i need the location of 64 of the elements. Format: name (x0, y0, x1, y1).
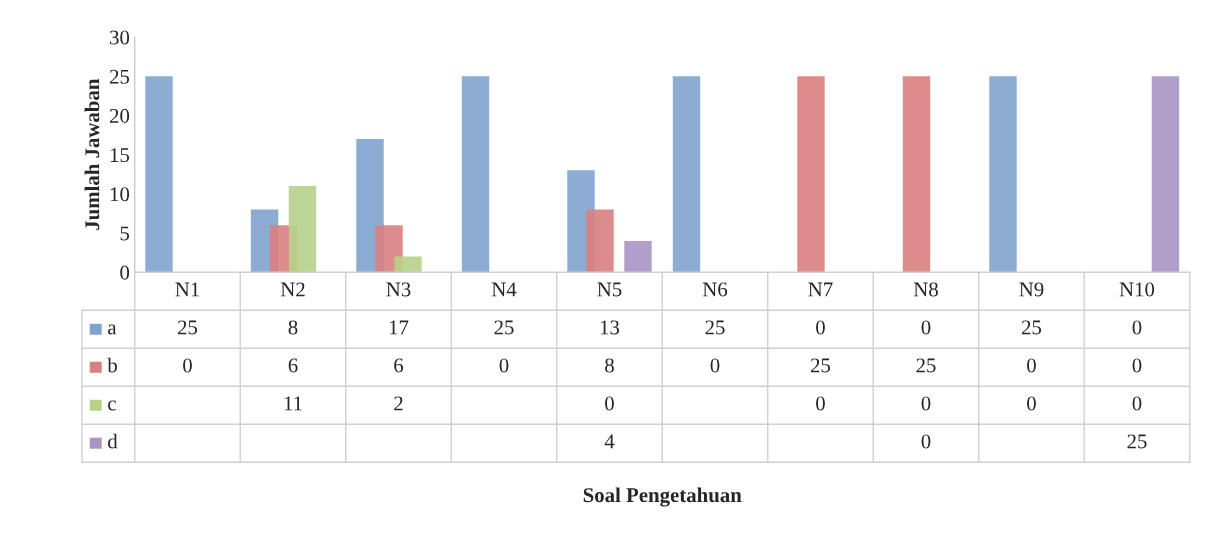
data-label: 25 (810, 358, 831, 373)
data-label: 17 (389, 320, 409, 335)
data-label: 0 (1027, 396, 1036, 411)
bar (288, 186, 317, 273)
data-label: 25 (1127, 434, 1147, 449)
y-tick-label: 20 (109, 108, 130, 123)
y-axis-title: Jumlah Jawaban (84, 78, 100, 230)
legend-label: d (108, 433, 118, 449)
y-tick-label: 10 (110, 187, 130, 202)
data-label: 25 (705, 320, 725, 335)
legend-label: a (108, 324, 117, 335)
x-tick-label: N2 (280, 282, 305, 297)
y-tick-label: 15 (110, 148, 130, 163)
data-label: 25 (1021, 320, 1042, 335)
data-label: 2 (394, 396, 403, 411)
data-label: 8 (288, 320, 298, 335)
data-label: 0 (816, 320, 825, 335)
x-tick-label: N9 (1019, 282, 1044, 297)
bar (902, 76, 931, 273)
data-label: 0 (816, 396, 825, 411)
x-tick-label: N7 (808, 282, 833, 297)
data-label: 0 (1132, 358, 1142, 373)
bar (394, 256, 422, 273)
x-tick-label: N6 (702, 282, 728, 297)
data-label: 0 (1027, 358, 1036, 373)
bar (1151, 76, 1180, 273)
data-label: 0 (921, 320, 931, 335)
data-label: 6 (394, 358, 404, 373)
x-tick-label: N1 (175, 282, 199, 297)
legend-label: c (108, 400, 116, 411)
bar (461, 76, 490, 273)
data-label: 8 (605, 358, 614, 373)
data-label: 25 (178, 320, 198, 335)
x-tick-label: N10 (1119, 282, 1155, 297)
data-label: 0 (1132, 396, 1142, 411)
data-label: 0 (921, 434, 931, 449)
x-tick-label: N4 (491, 282, 517, 297)
bar (672, 76, 701, 273)
data-label: 13 (600, 320, 620, 335)
y-tick-label: 25 (109, 69, 130, 84)
data-label: 11 (284, 396, 302, 411)
y-tick-label: 5 (120, 226, 130, 241)
y-tick-label: 0 (120, 265, 130, 280)
x-tick-label: N8 (913, 282, 938, 297)
data-label: 0 (1132, 320, 1142, 335)
data-label: 25 (494, 320, 514, 335)
data-label: 0 (605, 396, 614, 411)
bar (624, 240, 652, 273)
data-label: 0 (183, 358, 192, 373)
y-tick-label: 30 (110, 30, 130, 45)
x-tick-label: N5 (597, 282, 622, 297)
data-label: 0 (499, 358, 509, 373)
bar (989, 76, 1017, 273)
bar (586, 209, 614, 273)
x-tick-label: N3 (386, 282, 411, 297)
bar (145, 76, 173, 273)
text: Soal Pengetahuan (583, 487, 742, 507)
data-label: 0 (710, 358, 720, 373)
data-label: 6 (288, 358, 298, 373)
bar (797, 76, 825, 273)
data-label: 4 (604, 434, 615, 449)
data-label: 25 (916, 358, 936, 373)
legend-label: b (107, 357, 117, 373)
data-label: 0 (921, 396, 931, 411)
